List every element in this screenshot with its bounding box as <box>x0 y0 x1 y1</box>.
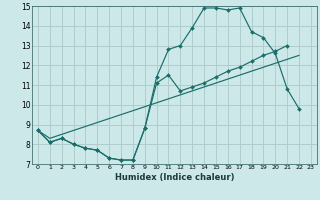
X-axis label: Humidex (Indice chaleur): Humidex (Indice chaleur) <box>115 173 234 182</box>
